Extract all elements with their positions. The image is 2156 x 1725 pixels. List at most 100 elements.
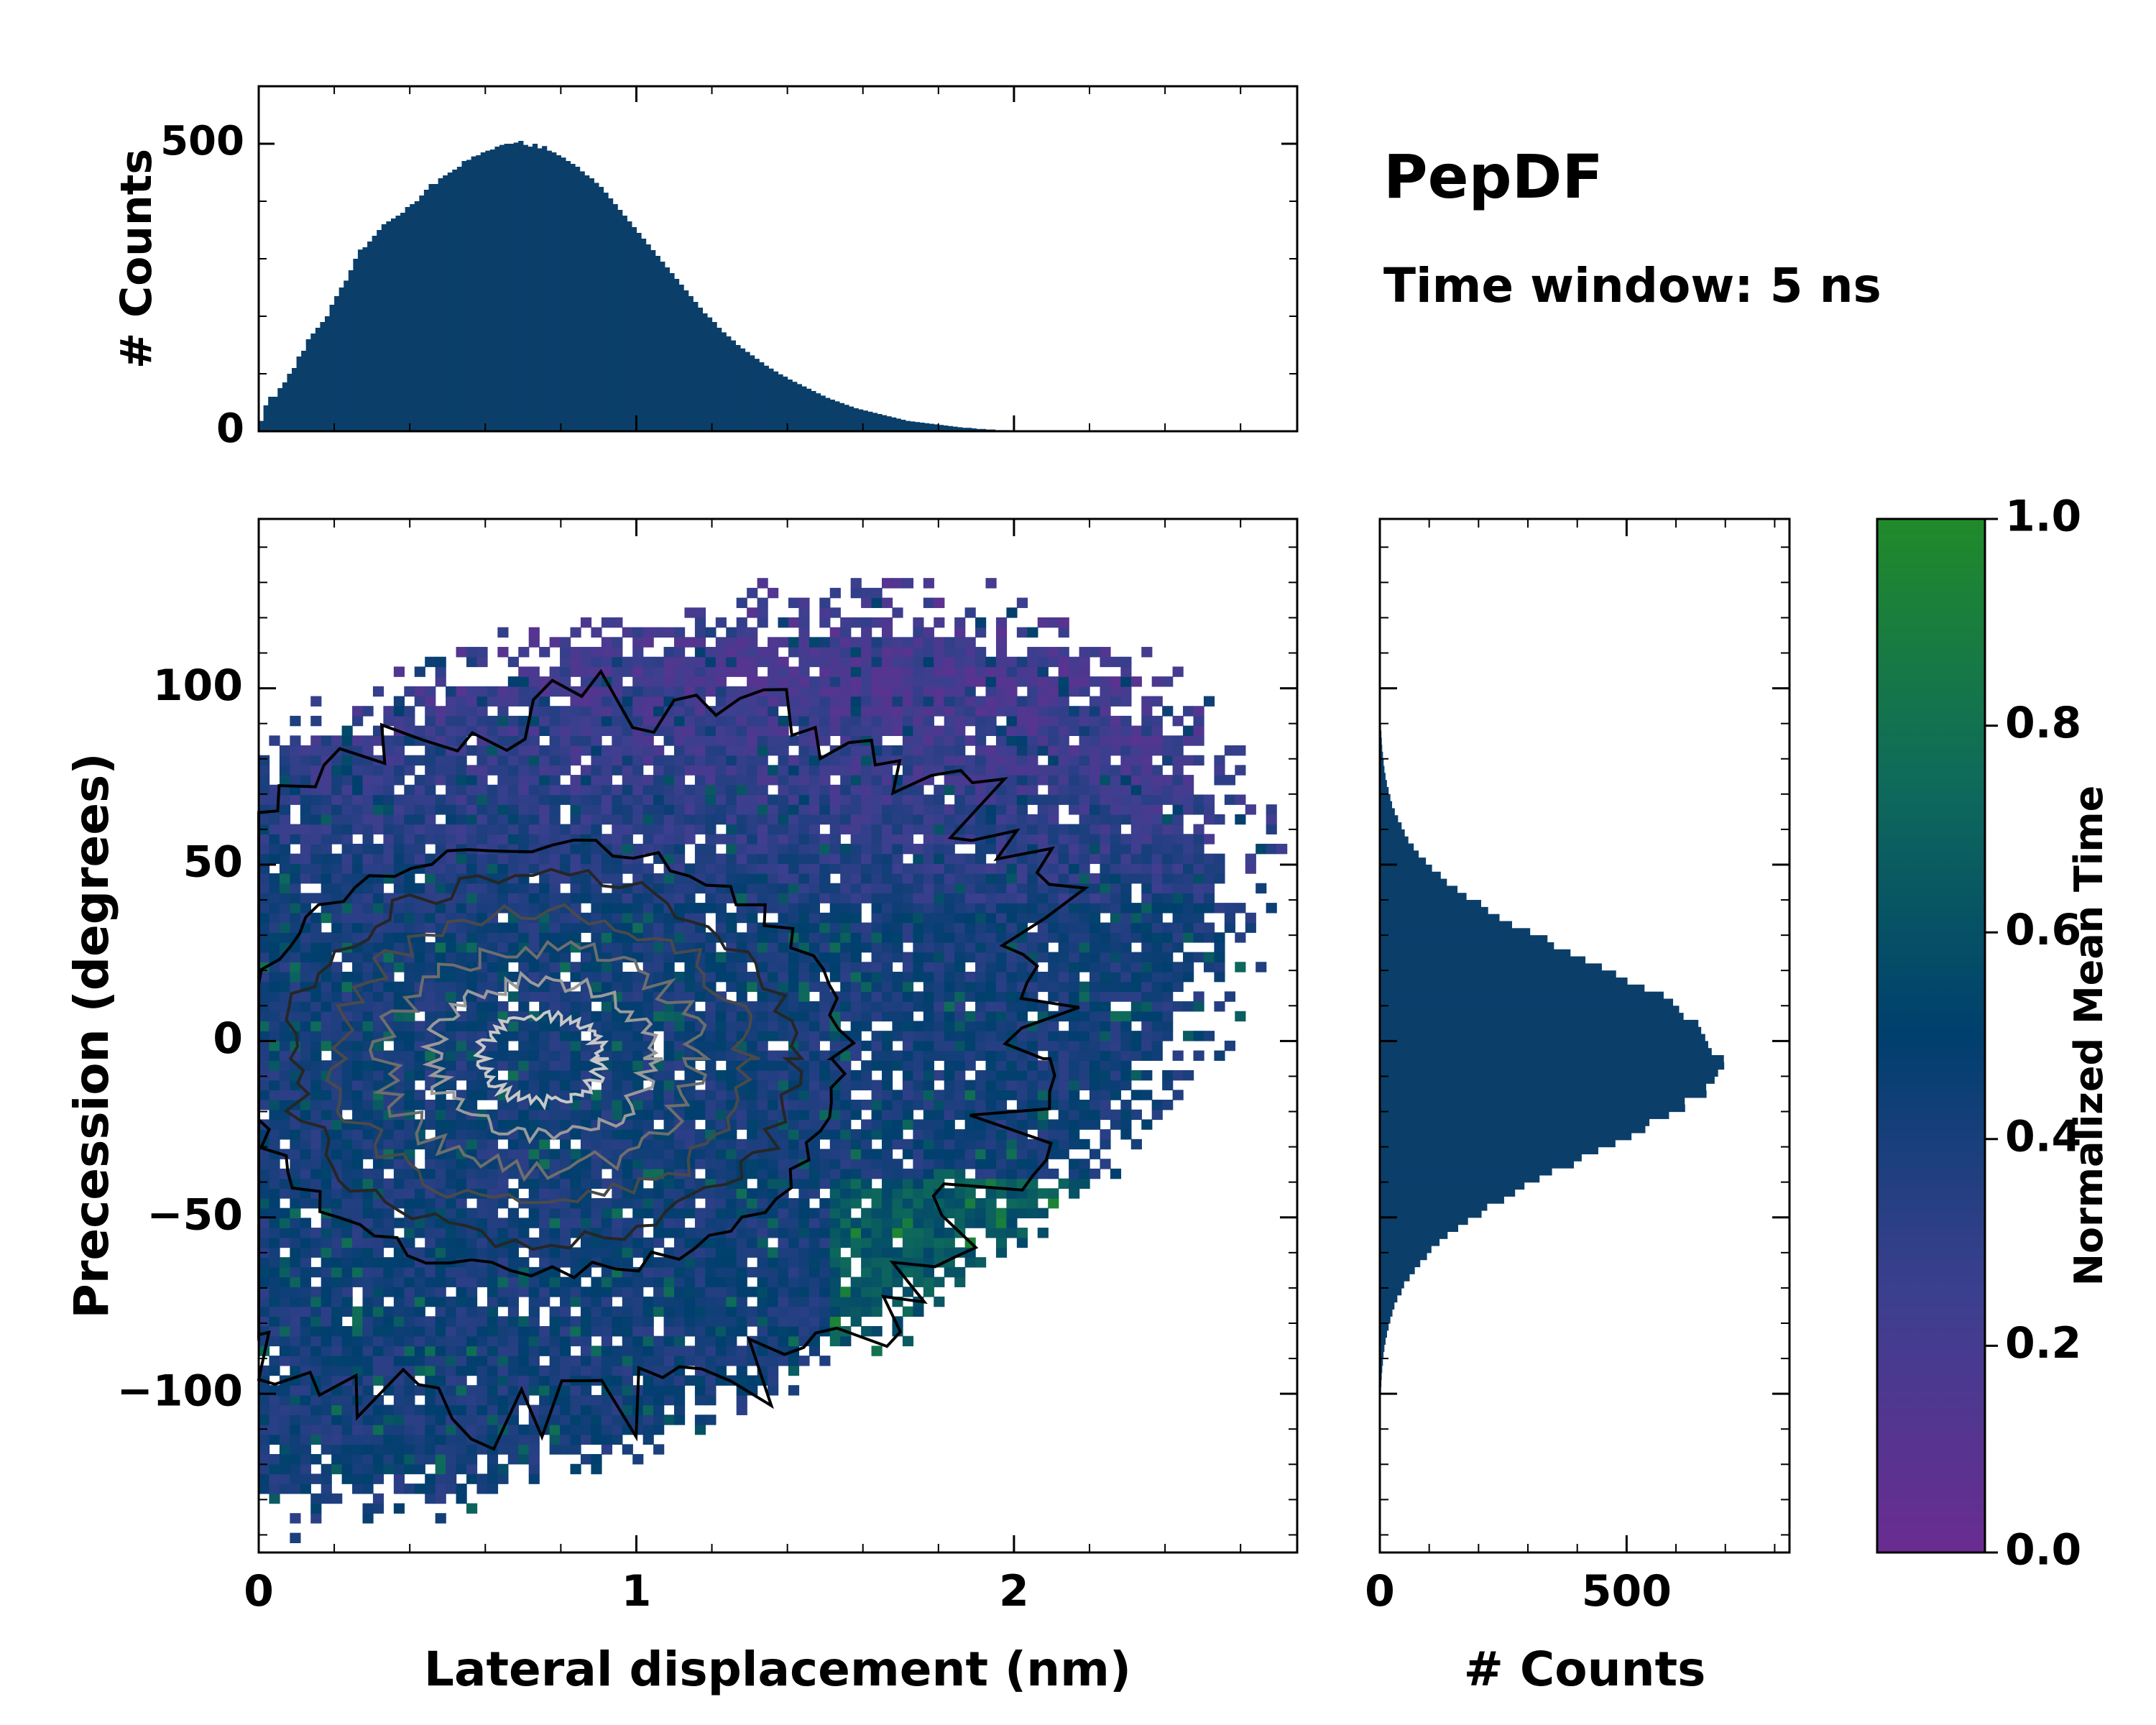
heatmap-cell xyxy=(612,1208,623,1219)
heatmap-cell xyxy=(528,686,540,697)
heatmap-cell xyxy=(591,686,602,697)
heatmap-cell xyxy=(882,1287,893,1297)
heatmap-cell xyxy=(653,1080,665,1091)
heatmap-cell xyxy=(269,1119,280,1130)
heatmap-cell xyxy=(705,1001,717,1012)
heatmap-cell xyxy=(331,735,343,746)
heatmap-cell xyxy=(425,1119,436,1130)
heatmap-cell xyxy=(747,1306,758,1317)
heatmap-cell xyxy=(622,834,633,845)
heatmap-cell xyxy=(446,1444,457,1455)
heatmap-cell xyxy=(726,1090,737,1100)
heatmap-cell xyxy=(694,843,706,855)
heatmap-cell xyxy=(341,1356,353,1366)
heatmap-cell xyxy=(747,843,758,855)
heatmap-cell xyxy=(372,1346,384,1356)
heatmap-cell xyxy=(300,1050,311,1061)
heatmap-cell xyxy=(747,1287,758,1297)
heatmap-cell xyxy=(642,715,654,727)
heatmap-cell xyxy=(414,1188,425,1199)
heatmap-cell xyxy=(310,755,322,766)
heatmap-cell xyxy=(684,1237,696,1248)
heatmap-cell xyxy=(425,745,436,756)
heatmap-cell xyxy=(684,903,696,914)
heatmap-cell xyxy=(601,1434,612,1445)
heatmap-cell xyxy=(632,991,644,1002)
heatmap-cell xyxy=(372,1178,384,1189)
heatmap-cell xyxy=(612,814,623,825)
heatmap-cell xyxy=(622,971,633,983)
heatmap-cell xyxy=(570,1228,581,1238)
heatmap-cell xyxy=(913,676,924,687)
heatmap-cell xyxy=(539,893,550,903)
heatmap-cell xyxy=(591,745,602,756)
heatmap-cell xyxy=(414,1001,425,1012)
heatmap-cell xyxy=(393,1031,405,1041)
heatmap-cell xyxy=(259,1168,270,1179)
heatmap-cell xyxy=(414,1031,425,1041)
heatmap-cell xyxy=(352,824,364,834)
heatmap-cell xyxy=(736,804,747,815)
heatmap-cell xyxy=(882,834,893,845)
heatmap-cell xyxy=(570,893,581,903)
heatmap-cell xyxy=(798,1218,810,1228)
heatmap-cell xyxy=(518,647,530,658)
heatmap-cell xyxy=(310,765,322,776)
heatmap-cell xyxy=(674,1159,686,1169)
top-histogram-bar xyxy=(419,196,425,431)
heatmap-cell xyxy=(726,627,737,638)
heatmap-cell xyxy=(902,1031,914,1041)
figure-title: PepDF xyxy=(1383,142,1603,212)
top-histogram-bar xyxy=(395,216,401,431)
heatmap-cell xyxy=(414,686,425,697)
heatmap-cell xyxy=(819,1296,831,1307)
top-histogram-bar xyxy=(905,420,911,431)
heatmap-cell xyxy=(414,1287,425,1297)
heatmap-cell xyxy=(715,1138,727,1150)
heatmap-cell xyxy=(642,1138,654,1150)
heatmap-cell xyxy=(279,912,291,924)
top-histogram-bar xyxy=(934,424,939,431)
heatmap-cell xyxy=(528,1119,540,1130)
heatmap-cell xyxy=(808,656,820,668)
heatmap-cell xyxy=(642,686,654,697)
heatmap-cell xyxy=(321,1346,332,1356)
heatmap-cell xyxy=(476,784,488,796)
heatmap-cell xyxy=(362,706,374,717)
heatmap-cell xyxy=(705,1197,717,1209)
heatmap-cell xyxy=(591,1356,602,1366)
heatmap-cell xyxy=(642,873,654,884)
heatmap-cell xyxy=(913,1178,924,1189)
heatmap-cell xyxy=(871,922,883,933)
heatmap-cell xyxy=(518,715,530,727)
heatmap-cell xyxy=(497,715,509,727)
heatmap-cell xyxy=(549,1365,561,1376)
heatmap-cell xyxy=(798,893,810,903)
heatmap-cell xyxy=(310,1306,322,1317)
heatmap-cell xyxy=(882,824,893,834)
heatmap-cell xyxy=(570,627,581,638)
heatmap-cell xyxy=(882,706,893,717)
heatmap-cell xyxy=(829,1237,841,1248)
heatmap-cell xyxy=(612,1129,623,1140)
heatmap-cell xyxy=(726,1335,737,1347)
heatmap-cell xyxy=(829,1276,841,1287)
heatmap-cell xyxy=(653,1296,665,1307)
heatmap-cell xyxy=(747,637,758,648)
heatmap-cell xyxy=(466,1287,478,1297)
heatmap-cell xyxy=(518,991,530,1002)
heatmap-cell xyxy=(539,1404,550,1415)
heatmap-cell xyxy=(798,794,810,805)
heatmap-cell xyxy=(778,656,789,668)
heatmap-cell xyxy=(331,1346,343,1356)
heatmap-cell xyxy=(259,863,270,874)
heatmap-cell xyxy=(362,814,374,825)
heatmap-cell xyxy=(300,824,311,834)
heatmap-cell xyxy=(518,952,530,962)
heatmap-cell xyxy=(425,834,436,845)
heatmap-cell xyxy=(404,706,415,717)
heatmap-cell xyxy=(913,932,924,943)
heatmap-cell xyxy=(902,883,914,894)
heatmap-cell xyxy=(321,1197,332,1209)
